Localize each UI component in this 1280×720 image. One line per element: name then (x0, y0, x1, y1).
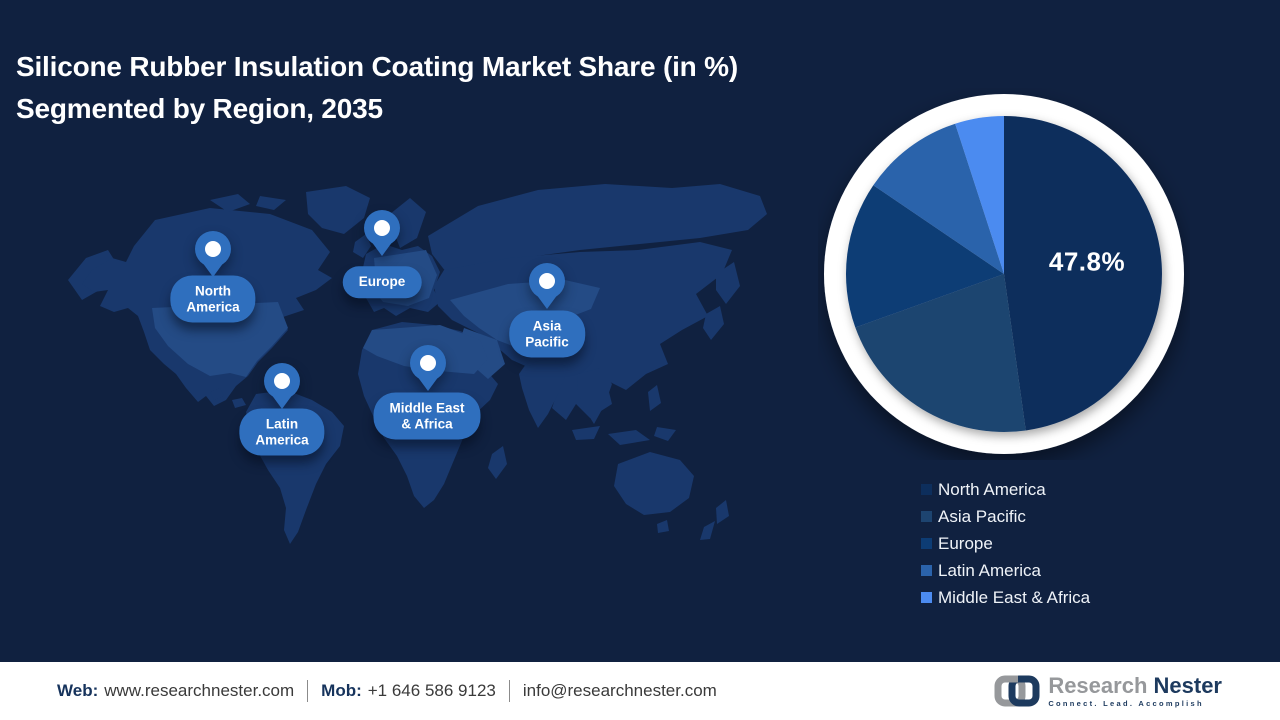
legend-label: Latin America (938, 560, 1041, 580)
pie-slice-asia-pacific (855, 274, 1026, 432)
pie-slice-middle-east-africa (955, 116, 1004, 274)
page-title-line1: Silicone Rubber Insulation Coating Marke… (16, 51, 738, 82)
pie-slice-europe (845, 185, 1004, 328)
pin-tail-icon (202, 262, 224, 277)
pin-dot-icon (539, 273, 555, 289)
map-pin-north-america (195, 231, 231, 283)
map-label-line: Middle East (389, 400, 465, 416)
map-pin-europe (364, 210, 400, 262)
email-link[interactable]: info@researchnester.com (522, 681, 717, 700)
pin-head-icon (529, 263, 565, 299)
map-label-north-america: North America (170, 275, 256, 323)
map-label-line: America (186, 299, 240, 314)
pie-slice-latin-america (873, 123, 1004, 274)
map-label-line: & Africa (401, 416, 453, 431)
website-link[interactable]: www.researchnester.com (104, 681, 295, 700)
brand-first: Research (1048, 672, 1148, 698)
legend-swatch-icon (921, 565, 932, 576)
map-label-line: Asia (532, 318, 562, 334)
pin-dot-icon (420, 355, 436, 371)
map-label-europe: Europe (342, 266, 422, 298)
pin-head-icon (410, 345, 446, 381)
map-pin-asia-pacific (529, 263, 565, 315)
legend-label: Asia Pacific (938, 506, 1026, 526)
map-label-latin-america: Latin America (239, 408, 325, 456)
map-pin-latin-america (264, 363, 300, 415)
pin-tail-icon (417, 376, 439, 391)
pin-dot-icon (205, 241, 221, 257)
legend-label: Middle East & Africa (938, 587, 1091, 607)
page-title-line2: Segmented by Region, 2035 (16, 93, 383, 124)
pin-tail-icon (536, 294, 558, 309)
legend-swatch-icon (921, 538, 932, 549)
pin-tail-icon (271, 394, 293, 409)
page-title: Silicone Rubber Insulation Coating Marke… (16, 46, 738, 130)
footer-bar: Web: www.researchnester.com Mob: +1 646 … (0, 662, 1280, 720)
pie-chart (824, 94, 1184, 454)
web-label: Web: (57, 681, 99, 700)
map-label-line: Pacific (525, 334, 569, 349)
legend-item: Asia Pacific (921, 503, 1090, 530)
logo-text: Research Nester Connect. Lead. Accomplis… (1048, 672, 1222, 708)
map-label-line: America (255, 432, 309, 447)
pin-head-icon (364, 210, 400, 246)
legend-item: Latin America (921, 557, 1090, 584)
pie-slice-north-america (1004, 116, 1162, 431)
brand-tagline: Connect. Lead. Accomplish (1048, 698, 1204, 708)
pie-slices (845, 116, 1162, 432)
legend-swatch-icon (921, 511, 932, 522)
pin-head-icon (195, 231, 231, 267)
map-pin-middle-east-africa (410, 345, 446, 397)
map-label-middle-east-africa: Middle East & Africa (373, 392, 481, 440)
pie-share-label: 47.8% (1048, 246, 1126, 277)
mob-label: Mob: (321, 681, 362, 700)
legend-label: North America (938, 479, 1046, 499)
legend-item: Europe (921, 530, 1090, 557)
chain-links-icon (994, 675, 1040, 707)
legend-item: North America (921, 476, 1090, 503)
map-label-line: Europe (358, 274, 406, 290)
research-nester-logo: Research Nester Connect. Lead. Accomplis… (994, 671, 1222, 711)
pin-head-icon (264, 363, 300, 399)
chart-legend: North America Asia Pacific Europe Latin Ame… (921, 476, 1090, 611)
legend-label: Europe (938, 533, 993, 553)
pin-tail-icon (371, 241, 393, 256)
legend-swatch-icon (921, 592, 932, 603)
contact-info: Web: www.researchnester.com Mob: +1 646 … (57, 680, 717, 702)
pin-dot-icon (374, 220, 390, 236)
separator (307, 680, 309, 702)
map-label-line: North (194, 283, 231, 299)
phone-link[interactable]: +1 646 586 9123 (367, 681, 496, 700)
legend-item: Middle East & Africa (921, 584, 1090, 611)
brand-second: Nester (1153, 672, 1222, 698)
map-label-asia-pacific: Asia Pacific (509, 310, 585, 358)
map-label-line: Latin (265, 416, 299, 432)
separator (508, 680, 510, 702)
pin-dot-icon (274, 373, 290, 389)
legend-swatch-icon (921, 484, 932, 495)
